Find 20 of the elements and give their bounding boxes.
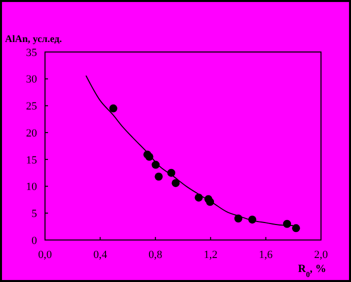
x-tick-label: 1,2 (204, 249, 218, 261)
x-tick-label: 1,6 (258, 249, 274, 261)
y-tick-label: 35 (26, 46, 38, 59)
y-tick-label: 30 (26, 74, 38, 86)
x-tick-label: 2,0 (314, 249, 328, 261)
y-tick-label: 15 (26, 154, 38, 166)
x-tick-label: 0,4 (93, 249, 108, 261)
y-tick-label: 20 (26, 127, 38, 140)
point (154, 172, 163, 181)
point (292, 224, 300, 232)
y-tick-label: 10 (26, 181, 38, 194)
point (172, 179, 180, 188)
y-tick-label: 5 (32, 208, 38, 220)
y-tick-label: 0 (32, 234, 38, 247)
y-tick-label: 25 (26, 100, 38, 113)
chart-title: AlAn, усл.ед. (5, 34, 62, 45)
point (109, 104, 118, 112)
x-tick-label: 0,8 (148, 249, 163, 261)
x-axis-title: R$_{0}$, % (298, 263, 326, 278)
x-tick-label: 0,0 (38, 249, 52, 261)
